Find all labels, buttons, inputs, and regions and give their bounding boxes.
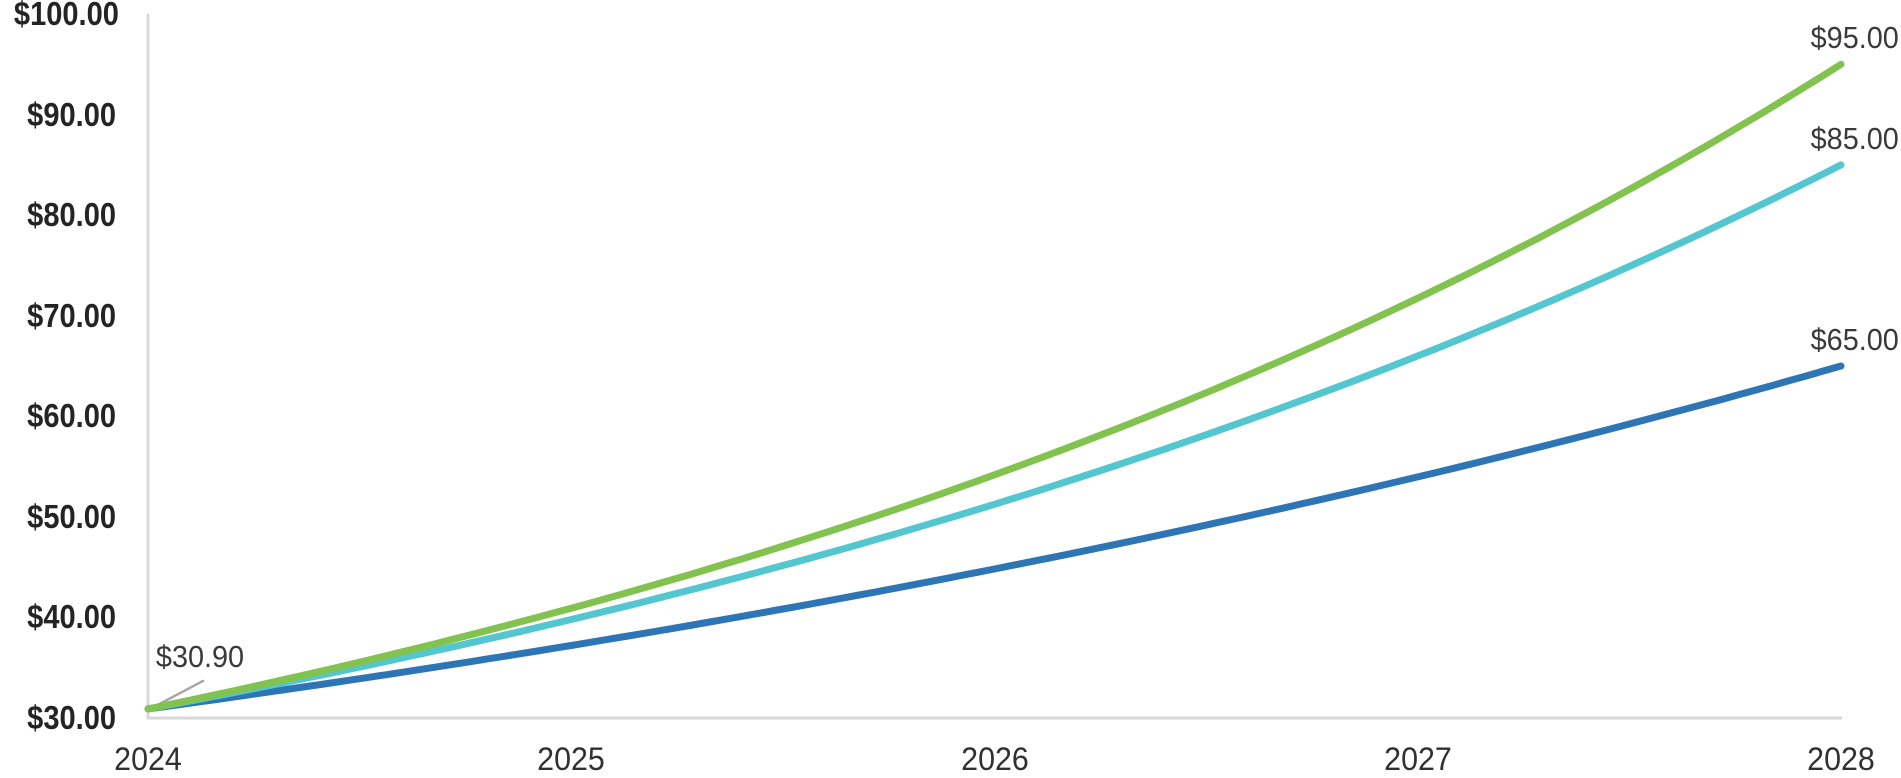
series-line-scenario-high (144, 60, 1845, 713)
series-line-scenario-mid (144, 161, 1845, 713)
axis-lines (146, 14, 1842, 720)
series-line-scenario-low (144, 362, 1845, 713)
